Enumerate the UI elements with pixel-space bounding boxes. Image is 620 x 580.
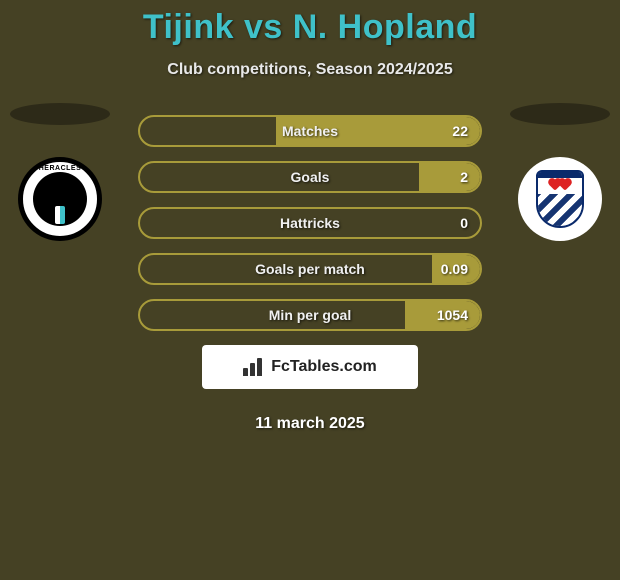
vs-separator: vs	[244, 8, 283, 46]
badge-banner: sc Heerenveen	[536, 170, 584, 178]
watermark-text: FcTables.com	[271, 358, 377, 376]
stats-list: Matches22 Goals2 Hattricks0 Goals per match…	[138, 115, 482, 331]
heracles-badge-icon: HERACLES	[18, 157, 102, 241]
heart-icon	[559, 179, 570, 190]
stat-right-value: 0.09	[420, 261, 480, 277]
team1-badge: HERACLES	[10, 157, 110, 257]
stat-right-value: 22	[420, 123, 480, 139]
badge-inner	[33, 172, 87, 226]
stat-label: Hattricks	[200, 215, 420, 231]
stat-right-value: 1054	[420, 307, 480, 323]
stat-row: Hattricks0	[138, 207, 482, 239]
comparison-content: HERACLES sc Heerenveen Matches22 Goals2 Ha…	[0, 115, 620, 433]
watermark[interactable]: FcTables.com	[202, 345, 418, 389]
stat-row: Goals per match0.09	[138, 253, 482, 285]
badge-hearts	[538, 176, 582, 194]
stat-row: Min per goal1054	[138, 299, 482, 331]
heerenveen-badge-icon: sc Heerenveen	[518, 157, 602, 241]
stat-right-value: 2	[420, 169, 480, 185]
season-subtitle: Club competitions, Season 2024/2025	[0, 61, 620, 79]
player2-name: N. Hopland	[293, 8, 477, 46]
stat-row: Goals2	[138, 161, 482, 193]
stat-label: Matches	[200, 123, 420, 139]
comparison-title: Tijink vs N. Hopland	[0, 0, 620, 47]
stat-label: Goals per match	[200, 261, 420, 277]
avatar-shadow	[10, 103, 110, 125]
badge-text: HERACLES	[39, 165, 82, 172]
stat-label: Min per goal	[200, 307, 420, 323]
date-line: 11 march 2025	[0, 415, 620, 433]
chart-icon	[243, 358, 265, 376]
stat-right-value: 0	[420, 215, 480, 231]
team2-badge: sc Heerenveen	[510, 157, 610, 257]
player1-name: Tijink	[143, 8, 234, 46]
badge-stripe	[55, 206, 65, 224]
stat-row: Matches22	[138, 115, 482, 147]
badge-shield: sc Heerenveen	[536, 170, 584, 228]
stat-label: Goals	[200, 169, 420, 185]
avatar-shadow	[510, 103, 610, 125]
